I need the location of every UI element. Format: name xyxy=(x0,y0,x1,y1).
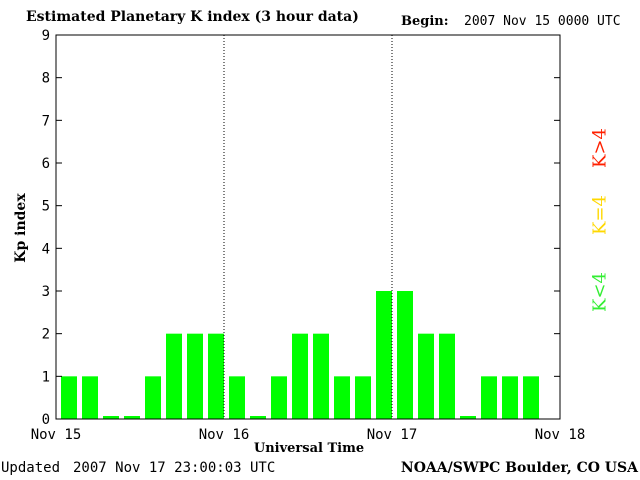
kp-bar xyxy=(124,416,140,419)
y-tick-label: 0 xyxy=(42,412,50,428)
x-tick-label: Nov 15 xyxy=(31,427,82,443)
kp-bar xyxy=(250,416,266,419)
kp-bar xyxy=(166,333,182,419)
source-credit: NOAA/SWPC Boulder, CO USA xyxy=(400,460,638,476)
kp-bar xyxy=(481,376,497,419)
kp-bar xyxy=(103,416,119,419)
y-tick-label: 8 xyxy=(42,71,50,87)
kp-bar xyxy=(502,376,518,419)
begin-value: 2007 Nov 15 0000 UTC xyxy=(464,14,621,29)
y-tick-label: 7 xyxy=(42,113,50,129)
x-tick-label: Nov 16 xyxy=(199,427,250,443)
kp-bar xyxy=(82,376,98,419)
kp-bar xyxy=(460,416,476,419)
x-axis-label: Universal Time xyxy=(253,441,365,456)
kp-bar xyxy=(61,376,77,419)
kp-bar xyxy=(439,333,455,419)
kp-bar xyxy=(145,376,161,419)
y-tick-label: 5 xyxy=(42,199,50,215)
kp-bar xyxy=(334,376,350,419)
kp-bar xyxy=(418,333,434,419)
updated-value: 2007 Nov 17 23:00:03 UTC xyxy=(73,460,276,476)
updated-label: Updated xyxy=(1,460,61,476)
x-tick-label: Nov 18 xyxy=(535,427,586,443)
kp-bar xyxy=(313,333,329,419)
y-tick-label: 2 xyxy=(42,327,50,343)
y-tick-label: 9 xyxy=(42,28,50,44)
kp-bar xyxy=(397,291,413,419)
kp-bar xyxy=(292,333,308,419)
x-tick-label: Nov 17 xyxy=(367,427,418,443)
y-tick-label: 4 xyxy=(42,241,50,257)
kp-bar xyxy=(187,333,203,419)
y-tick-label: 6 xyxy=(42,156,50,172)
begin-label: Begin: xyxy=(401,14,449,29)
kp-bar xyxy=(523,376,539,419)
chart-title: Estimated Planetary K index (3 hour data… xyxy=(26,9,359,25)
plot-frame xyxy=(55,34,561,420)
kp-bar xyxy=(208,333,224,419)
kp-bar xyxy=(271,376,287,419)
y-tick-label: 3 xyxy=(42,284,50,300)
y-tick-label: 1 xyxy=(42,369,50,385)
kp-bar xyxy=(355,376,371,419)
kp-bar xyxy=(229,376,245,419)
kp-bar xyxy=(376,291,392,419)
